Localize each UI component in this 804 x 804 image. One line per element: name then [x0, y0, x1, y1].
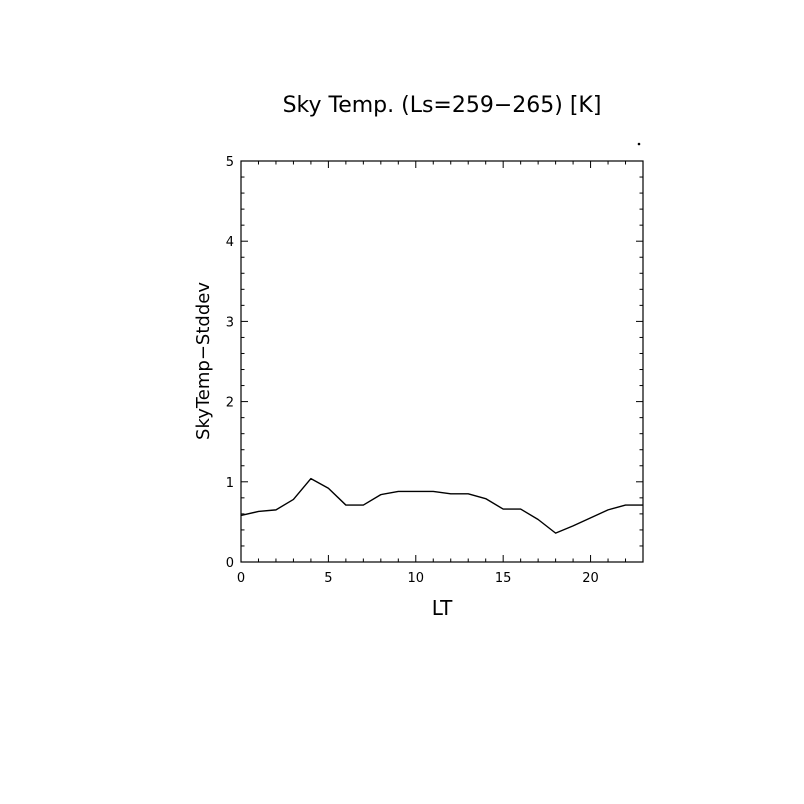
x-tick-label: 5 [324, 571, 332, 586]
y-axis-label: SkyTemp−Stddev [193, 282, 214, 440]
chart-title: Sky Temp. (Ls=259−265) [K] [283, 93, 602, 118]
axis-ticks [240, 160, 644, 563]
y-tick-label: 0 [226, 556, 234, 571]
y-tick-label: 1 [226, 476, 234, 491]
plot-frame [240, 160, 644, 563]
y-tick-label: 2 [226, 396, 234, 411]
x-tick-label: 0 [237, 571, 245, 586]
tick-labels: 0 5 10 15 20 0 1 2 3 4 5 [226, 155, 599, 586]
x-axis-label: LT [432, 596, 453, 620]
y-tick-label: 5 [226, 155, 234, 170]
x-tick-label: 10 [408, 571, 425, 586]
x-tick-label: 15 [495, 571, 512, 586]
x-tick-label: 20 [582, 571, 599, 586]
series-layer [240, 477, 643, 534]
corner-dot-mark [637, 142, 641, 146]
series-line [240, 477, 643, 534]
y-tick-label: 4 [226, 235, 234, 250]
y-tick-label: 3 [226, 315, 234, 330]
